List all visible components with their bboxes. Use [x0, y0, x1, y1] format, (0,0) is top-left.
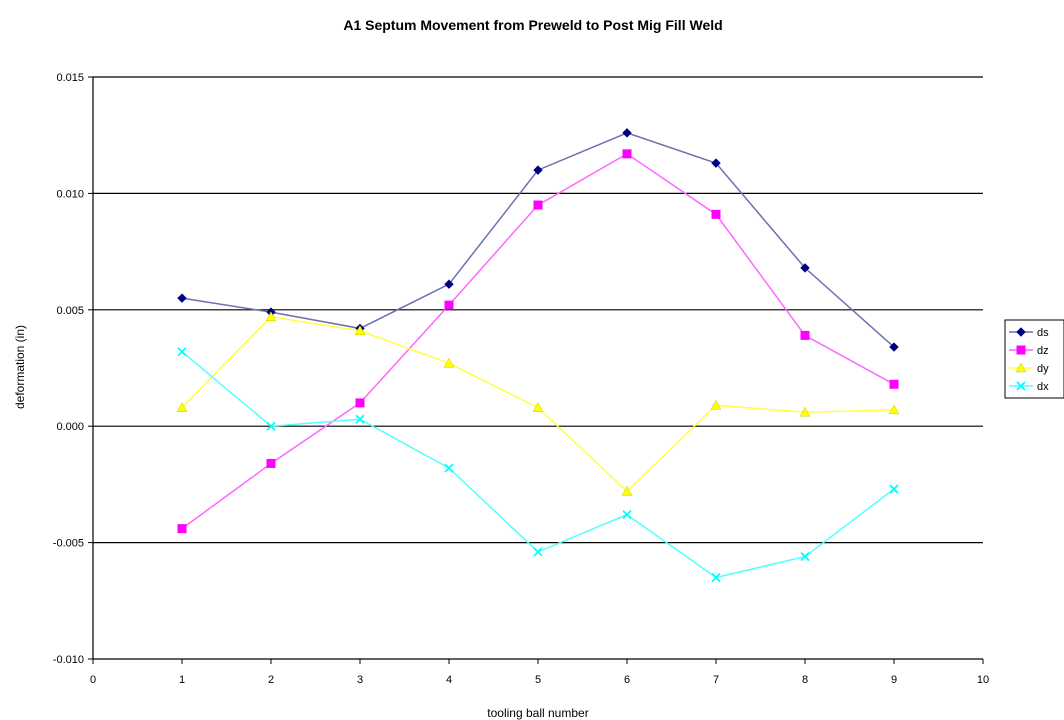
data-point-ds — [177, 293, 187, 303]
gridlines — [93, 76, 983, 544]
data-point-dz — [444, 300, 454, 310]
data-point-dy — [443, 357, 455, 368]
data-point-ds — [711, 158, 721, 168]
legend-item-ds: ds — [1009, 327, 1049, 339]
data-point-dz — [177, 524, 187, 534]
data-point-dx — [711, 572, 721, 583]
y-tick-label: 0.005 — [56, 305, 84, 317]
legend-marker — [1016, 327, 1026, 337]
series-line-dz — [181, 152, 895, 530]
series-ds — [177, 128, 899, 352]
legend-label: dz — [1037, 345, 1049, 357]
x-tick-label: 6 — [624, 674, 630, 686]
data-point-dz — [622, 149, 632, 159]
x-tick-label: 5 — [535, 674, 541, 686]
y-tick-label: -0.010 — [53, 654, 84, 666]
series-layer — [176, 128, 900, 583]
data-point-dy — [265, 311, 277, 322]
y-axis-ticks: 0.015 0.010 0.005 0.000 -0.005 -0.010 — [53, 72, 93, 666]
series-dx — [177, 347, 899, 583]
x-tick-label: 9 — [891, 674, 897, 686]
legend-marker — [1016, 345, 1026, 355]
legend-marker — [1015, 362, 1027, 373]
legend-label: dy — [1037, 363, 1049, 375]
data-point-dz — [889, 379, 899, 389]
legend-item-dx: dx — [1009, 381, 1049, 393]
series-dy — [176, 311, 900, 496]
data-point-dy — [621, 485, 633, 496]
y-tick-label: 0.015 — [56, 72, 84, 84]
data-point-dx — [266, 421, 276, 431]
chart-title: A1 Septum Movement from Preweld to Post … — [343, 17, 722, 33]
data-point-ds — [889, 342, 899, 352]
series-dz — [177, 149, 899, 534]
legend-label: ds — [1037, 327, 1049, 339]
data-point-dx — [622, 510, 632, 520]
data-point-dy — [176, 402, 188, 412]
legend-marker — [1016, 381, 1026, 391]
x-axis-ticks: 0 1 2 3 4 5 6 7 8 9 10 — [90, 659, 989, 686]
y-axis-label: deformation (in) — [13, 325, 27, 409]
data-point-dz — [266, 458, 276, 468]
legend: ds dz dy dx — [1004, 319, 1064, 399]
data-point-ds — [444, 279, 454, 289]
legend-box — [1004, 319, 1064, 399]
data-point-dx — [355, 414, 365, 424]
data-point-dx — [533, 547, 543, 557]
data-point-dy — [354, 325, 366, 336]
x-tick-label: 1 — [179, 674, 185, 686]
legend-item-dz: dz — [1009, 345, 1049, 357]
data-point-dx — [800, 551, 810, 562]
data-point-ds — [533, 165, 543, 175]
x-tick-label: 0 — [90, 674, 96, 686]
data-point-dz — [800, 330, 810, 340]
axes — [92, 77, 983, 660]
data-point-dx — [177, 347, 187, 357]
x-tick-label: 7 — [713, 674, 719, 686]
legend-label: dx — [1037, 381, 1049, 393]
data-point-dz — [533, 200, 543, 210]
data-point-dy — [710, 399, 722, 410]
data-point-ds — [800, 263, 810, 273]
data-point-ds — [622, 128, 632, 138]
y-tick-label: 0.000 — [56, 421, 84, 433]
data-point-dz — [711, 209, 721, 219]
x-axis-label: tooling ball number — [487, 706, 588, 720]
y-tick-label: 0.010 — [56, 188, 84, 200]
legend-item-dy: dy — [1009, 362, 1049, 375]
data-point-dy — [888, 404, 900, 415]
series-line-ds — [181, 132, 895, 348]
data-point-dz — [355, 398, 365, 408]
y-tick-label: -0.005 — [53, 538, 84, 550]
data-point-dy — [532, 402, 544, 412]
x-tick-label: 10 — [977, 674, 989, 686]
x-tick-label: 8 — [802, 674, 808, 686]
x-tick-label: 4 — [446, 674, 452, 686]
x-tick-label: 2 — [268, 674, 274, 686]
data-point-dx — [444, 463, 454, 473]
data-point-dx — [889, 484, 899, 494]
data-point-dy — [799, 406, 811, 417]
series-line-dx — [181, 351, 895, 579]
x-tick-label: 3 — [357, 674, 363, 686]
